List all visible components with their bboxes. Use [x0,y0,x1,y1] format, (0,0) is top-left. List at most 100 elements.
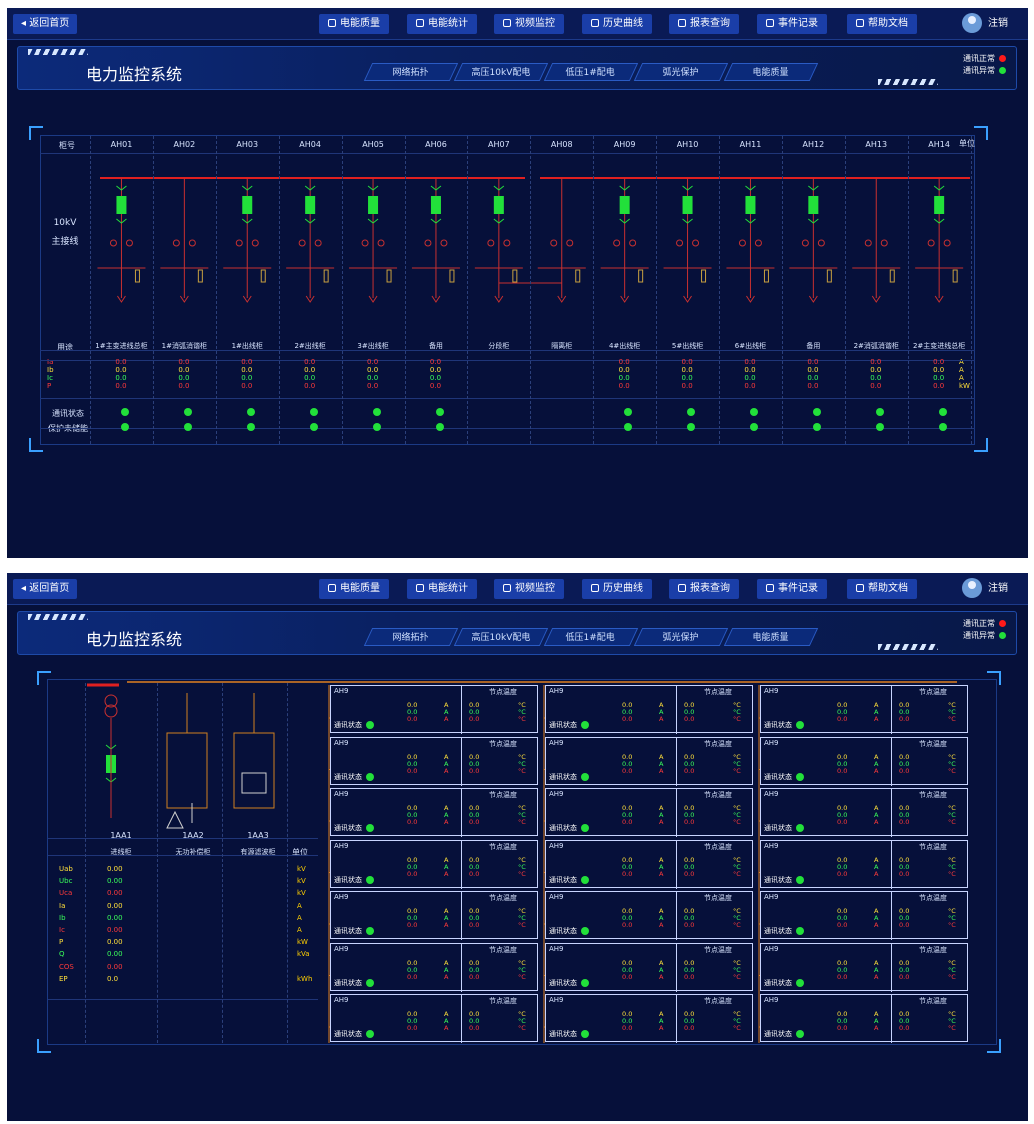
feeder-card[interactable]: AH9 节点温度 通讯状态 0.0 0.0 0.0 A A A 0.0 0.0 0.0 °C °C °C [545,891,753,940]
logout[interactable]: 注销 [962,578,1008,600]
card-value: °C [733,811,741,819]
compensation-diagram[interactable] [166,693,208,829]
cabinet-id[interactable]: AH09 [613,140,636,149]
param-value: 0.0 [178,358,190,366]
shield-icon [328,584,336,592]
feeder-card[interactable]: AH9 节点温度 通讯状态 0.0 0.0 0.0 A A A 0.0 0.0 0.0 °C °C °C [330,891,538,940]
param-value: 0.0 [115,358,127,366]
nav-help[interactable]: 帮助文档 [847,579,917,599]
cabinet-diagram[interactable] [789,178,838,303]
cabinet-diagram[interactable] [726,178,775,303]
comm-status-dot [796,721,804,729]
comm-status: 通讯状态 [549,720,589,730]
card-value: 0.0 [684,818,695,826]
cabinet-id[interactable]: AH01 [110,140,133,149]
back-home-button[interactable]: ◂ 返回首页 [13,14,78,34]
feeder-card[interactable]: AH9 节点温度 通讯状态 0.0 0.0 0.0 A A A 0.0 0.0 0.0 °C °C °C [760,994,968,1043]
card-value: A [874,708,879,716]
cabinet-id[interactable]: AH11 [739,140,762,149]
feeder-card[interactable]: AH9 节点温度 通讯状态 0.0 0.0 0.0 A A A 0.0 0.0 0.0 °C °C °C [760,839,968,889]
cabinet-diagram[interactable] [349,178,398,303]
cabinet-id[interactable]: AH05 [362,140,384,149]
lv-cabinet-id[interactable]: 1AA3 [247,831,269,840]
nav-events[interactable]: 事件记录 [757,14,827,34]
cabinet-id[interactable]: AH02 [173,140,196,149]
cabinet-diagram[interactable] [286,178,335,303]
feeder-card[interactable]: AH9 节点温度 通讯状态 0.0 0.0 0.0 A A A 0.0 0.0 0.0 °C °C °C [760,942,968,992]
card-divider [891,892,892,940]
card-value: 0.0 [837,759,848,768]
feeder-id: AH9 [549,944,564,953]
cabinet-usage: 3#出线柜 [357,342,389,350]
card-value: 0.0 [837,708,848,716]
logout[interactable]: 注销 [962,13,1008,35]
cabinet-diagram[interactable] [537,178,586,303]
temp-title: 节点温度 [919,688,947,696]
lv-param-label: COS [59,962,74,971]
card-value: 0.0 [407,972,418,981]
nav-energy-stats[interactable]: 电能统计 [407,14,477,34]
decor-stripes [878,79,938,85]
card-value: 0.0 [837,914,848,922]
nav-events[interactable]: 事件记录 [757,579,827,599]
feeder-card[interactable]: AH9 节点温度 通讯状态 0.0 0.0 0.0 A A A 0.0 0.0 0.0 °C °C °C [760,685,968,734]
cabinet-diagram[interactable] [852,178,901,303]
back-home-button[interactable]: ◂ 返回首页 [13,579,78,599]
cabinet-id[interactable]: AH06 [425,140,447,149]
nav-video[interactable]: 视频监控 [494,579,564,599]
card-column: °C °C °C [733,856,741,878]
feeder-card[interactable]: AH9 节点温度 通讯状态 0.0 0.0 0.0 A A A 0.0 0.0 0.0 °C °C °C [330,788,538,837]
feeder-card[interactable]: AH9 节点温度 通讯状态 0.0 0.0 0.0 A A A 0.0 0.0 0.0 °C °C °C [760,788,968,837]
cabinet-id[interactable]: AH12 [802,140,825,149]
nav-power-quality[interactable]: 电能质量 [319,14,389,34]
transformer-diagram[interactable] [104,694,118,818]
nav-history[interactable]: 历史曲线 [582,579,652,599]
cabinet-diagram[interactable] [915,178,964,303]
cabinet-id[interactable]: AH10 [676,140,699,149]
feeder-card[interactable]: AH9 节点温度 通讯状态 0.0 0.0 0.0 A A A 0.0 0.0 0.0 °C °C °C [330,685,538,734]
nav-help[interactable]: 帮助文档 [847,14,917,34]
feeder-card[interactable]: AH9 节点温度 通讯状态 0.0 0.0 0.0 A A A 0.0 0.0 0.0 °C °C °C [760,736,968,786]
filter-diagram[interactable] [233,693,275,809]
comm-status-label: 通讯状态 [334,1030,362,1038]
nav-reports[interactable]: 报表查询 [669,579,739,599]
card-value: 0.0 [837,869,848,878]
cabinet-id[interactable]: AH13 [865,140,888,149]
card-value: 0.0 [899,752,910,761]
feeder-card[interactable]: AH9 节点温度 通讯状态 0.0 0.0 0.0 A A A 0.0 0.0 0.0 °C °C °C [330,839,538,889]
nav-power-quality[interactable]: 电能质量 [319,579,389,599]
feeder-card[interactable]: AH9 节点温度 通讯状态 0.0 0.0 0.0 A A A 0.0 0.0 0.0 °C °C °C [545,685,753,734]
cabinet-diagram[interactable] [411,178,460,303]
lv-cabinet-id[interactable]: 1AA1 [110,831,132,840]
cabinet-diagram[interactable] [160,178,209,303]
card-value: 0.0 [407,862,418,871]
cabinet-id[interactable]: AH07 [488,140,510,149]
cabinet-diagram[interactable] [97,178,146,303]
feeder-card[interactable]: AH9 节点温度 通讯状态 0.0 0.0 0.0 A A A 0.0 0.0 0.0 °C °C °C [545,839,753,889]
cabinet-diagram[interactable] [223,178,272,303]
cabinet-diagram[interactable] [663,178,712,303]
cabinet-diagram[interactable] [474,178,523,303]
cabinet-id[interactable]: AH03 [236,140,259,149]
lv-cabinet-id[interactable]: 1AA2 [182,831,204,840]
card-value: °C [733,907,741,915]
feeder-card[interactable]: AH9 节点温度 通讯状态 0.0 0.0 0.0 A A A 0.0 0.0 0.0 °C °C °C [545,736,753,786]
nav-video[interactable]: 视频监控 [494,14,564,34]
card-value: 0.0 [622,958,633,967]
feeder-card[interactable]: AH9 节点温度 通讯状态 0.0 0.0 0.0 A A A 0.0 0.0 0.0 °C °C °C [330,942,538,992]
param-value: 0.0 [744,366,756,374]
feeder-card[interactable]: AH9 节点温度 通讯状态 0.0 0.0 0.0 A A A 0.0 0.0 0.0 °C °C °C [760,891,968,940]
feeder-card[interactable]: AH9 节点温度 通讯状态 0.0 0.0 0.0 A A A 0.0 0.0 0.0 °C °C °C [545,788,753,837]
nav-energy-stats[interactable]: 电能统计 [407,579,477,599]
cabinet-diagram[interactable] [600,178,649,303]
cabinet-id[interactable]: AH08 [550,140,573,149]
nav-history[interactable]: 历史曲线 [582,14,652,34]
nav-reports[interactable]: 报表查询 [669,14,739,34]
param-unit: A [959,358,964,366]
feeder-card[interactable]: AH9 节点温度 通讯状态 0.0 0.0 0.0 A A A 0.0 0.0 0.0 °C °C °C [545,994,753,1043]
feeder-card[interactable]: AH9 节点温度 通讯状态 0.0 0.0 0.0 A A A 0.0 0.0 0.0 °C °C °C [330,736,538,786]
feeder-card[interactable]: AH9 节点温度 通讯状态 0.0 0.0 0.0 A A A 0.0 0.0 0.0 °C °C °C [330,994,538,1043]
cabinet-id[interactable]: AH14 [928,140,950,149]
feeder-card[interactable]: AH9 节点温度 通讯状态 0.0 0.0 0.0 A A A 0.0 0.0 0.0 °C °C °C [545,942,753,992]
cabinet-id[interactable]: AH04 [299,140,321,149]
